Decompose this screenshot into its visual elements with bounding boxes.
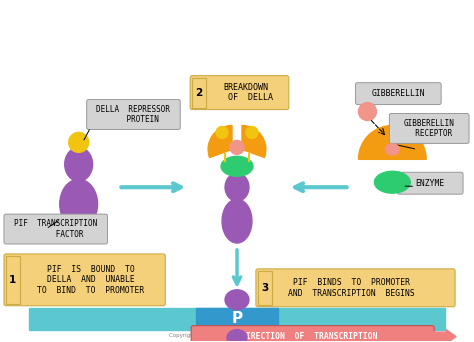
- Circle shape: [358, 103, 376, 120]
- FancyArrow shape: [432, 330, 456, 342]
- Wedge shape: [208, 126, 232, 158]
- FancyBboxPatch shape: [6, 256, 20, 304]
- Text: PIF  BINDS  TO  PROMOTER
AND  TRANSCRIPTION  BEGINS: PIF BINDS TO PROMOTER AND TRANSCRIPTION …: [288, 278, 415, 298]
- FancyBboxPatch shape: [87, 100, 180, 130]
- Text: 2: 2: [196, 88, 203, 97]
- FancyBboxPatch shape: [389, 114, 469, 143]
- Text: 1: 1: [9, 275, 17, 285]
- FancyBboxPatch shape: [258, 271, 272, 305]
- Ellipse shape: [227, 330, 247, 342]
- Text: P: P: [231, 311, 243, 326]
- Text: GIBBERELLIN
  RECEPTOR: GIBBERELLIN RECEPTOR: [404, 119, 455, 138]
- Ellipse shape: [65, 147, 92, 181]
- Circle shape: [69, 132, 89, 153]
- Circle shape: [246, 127, 258, 139]
- Circle shape: [216, 127, 228, 139]
- Text: 3: 3: [261, 283, 268, 293]
- Ellipse shape: [385, 144, 399, 155]
- FancyBboxPatch shape: [191, 326, 434, 342]
- FancyBboxPatch shape: [256, 269, 455, 307]
- Ellipse shape: [222, 199, 252, 243]
- Ellipse shape: [225, 173, 249, 201]
- FancyBboxPatch shape: [4, 254, 165, 306]
- Ellipse shape: [60, 179, 98, 229]
- FancyBboxPatch shape: [397, 172, 463, 194]
- Ellipse shape: [225, 290, 249, 310]
- FancyBboxPatch shape: [4, 214, 108, 244]
- Ellipse shape: [374, 171, 410, 193]
- Text: DELLA  REPRESSOR
    PROTEIN: DELLA REPRESSOR PROTEIN: [96, 105, 171, 124]
- Text: PIF  TRANSCRIPTION
      FACTOR: PIF TRANSCRIPTION FACTOR: [14, 219, 97, 239]
- FancyBboxPatch shape: [190, 76, 289, 109]
- Wedge shape: [358, 126, 426, 159]
- Text: DIRECTION  OF  TRANSCRIPTION: DIRECTION OF TRANSCRIPTION: [241, 332, 378, 341]
- Circle shape: [230, 141, 244, 154]
- Bar: [29, 308, 445, 330]
- Text: ENZYME: ENZYME: [416, 179, 445, 188]
- Text: BREAKDOWN
  OF  DELLA: BREAKDOWN OF DELLA: [219, 83, 273, 102]
- FancyBboxPatch shape: [192, 78, 206, 107]
- Text: GIBBERELLIN: GIBBERELLIN: [372, 89, 425, 98]
- Ellipse shape: [221, 156, 253, 176]
- Bar: [196, 308, 278, 330]
- Text: PIF  IS  BOUND  TO
DELLA  AND  UNABLE
TO  BIND  TO  PROMOTER: PIF IS BOUND TO DELLA AND UNABLE TO BIND…: [37, 265, 144, 295]
- Wedge shape: [242, 126, 266, 158]
- FancyBboxPatch shape: [356, 83, 441, 105]
- Text: Copyright © Save My Exams. All Rights Reserved: Copyright © Save My Exams. All Rights Re…: [169, 332, 305, 338]
